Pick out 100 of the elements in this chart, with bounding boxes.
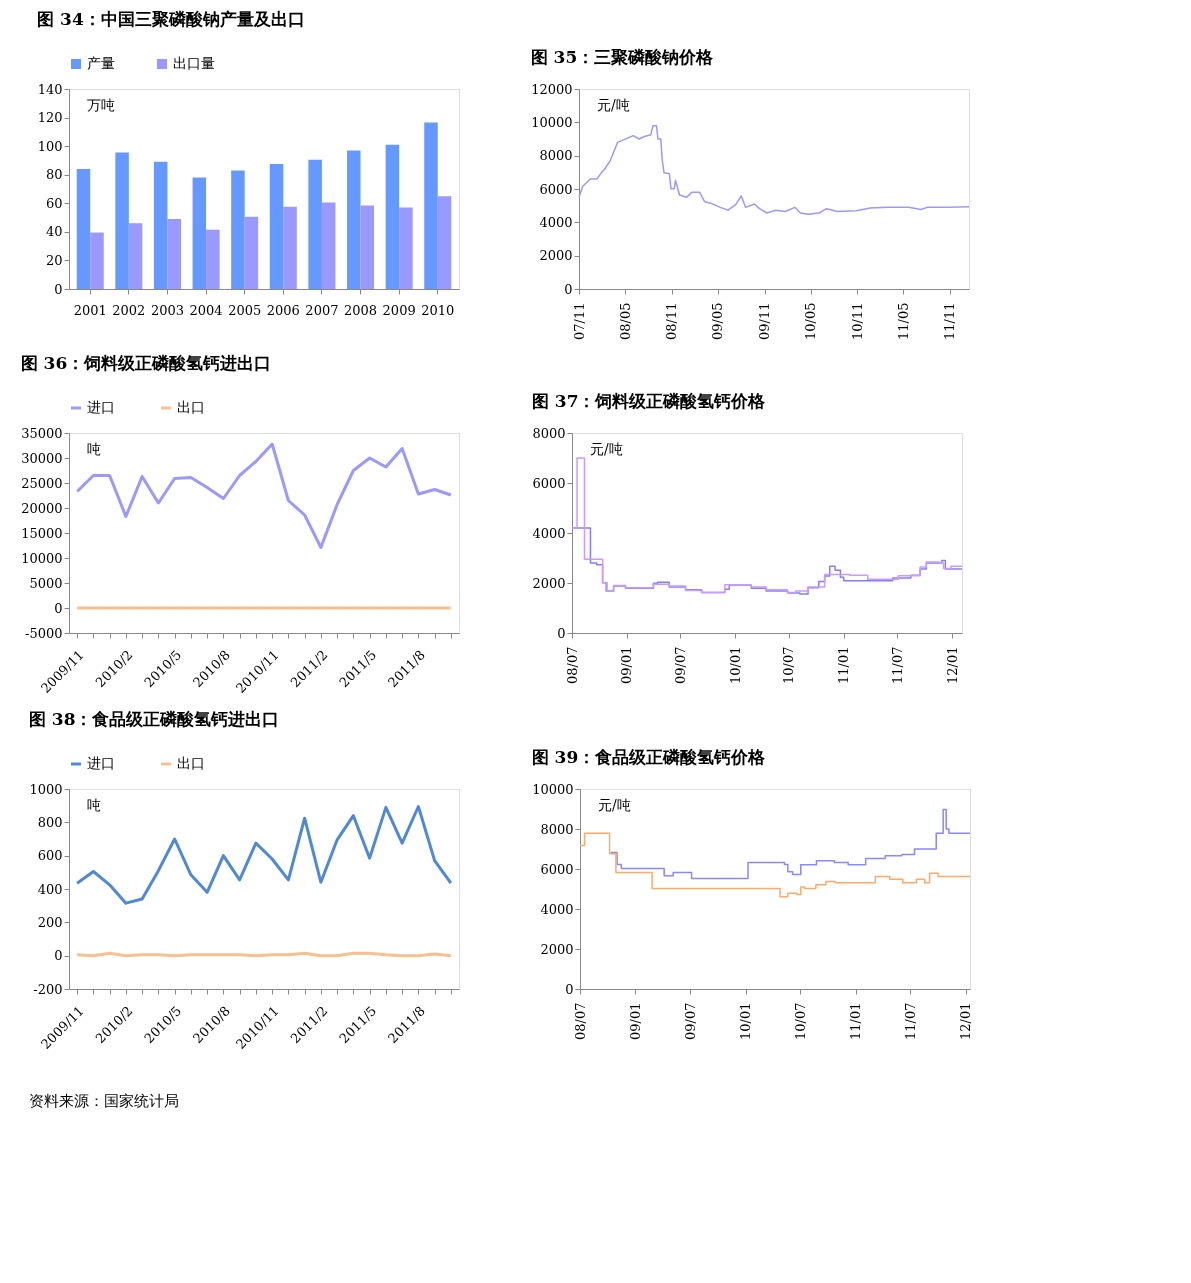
x-tick-label: 2007 bbox=[305, 302, 339, 318]
y-tick-label: 0 bbox=[565, 981, 574, 997]
chart-title: 图 38：食品级正磷酸氢钙进出口 bbox=[28, 709, 280, 729]
y-tick-label: 2000 bbox=[532, 575, 566, 591]
annotation: 元/吨 bbox=[598, 797, 631, 813]
y-tick-label: 8000 bbox=[540, 821, 574, 837]
bar bbox=[167, 219, 181, 289]
y-tick-label: 0 bbox=[54, 600, 63, 616]
y-tick-label: 2000 bbox=[540, 941, 574, 957]
bar bbox=[283, 206, 297, 289]
legend-label: 产量 bbox=[87, 55, 115, 71]
x-tick-label: 07/11 bbox=[571, 302, 587, 340]
chart-title: 图 39：食品级正磷酸氢钙价格 bbox=[531, 747, 767, 767]
bar bbox=[399, 207, 413, 289]
x-tick-label: 10/01 bbox=[727, 646, 743, 684]
line-series bbox=[578, 124, 970, 216]
x-tick-label: 12/01 bbox=[944, 646, 960, 684]
y-tick-label: 1000 bbox=[29, 781, 63, 797]
y-tick-label: 12000 bbox=[531, 81, 573, 97]
y-tick-label: 4000 bbox=[532, 525, 566, 541]
x-tick-label: 11/07 bbox=[890, 646, 905, 684]
x-tick-label: 2009 bbox=[382, 302, 416, 318]
x-tick-label: 09/01 bbox=[628, 1002, 643, 1040]
y-tick-label: 6000 bbox=[532, 475, 566, 491]
x-tick-label: 08/07 bbox=[564, 646, 580, 684]
y-tick-label: 60 bbox=[45, 195, 63, 211]
x-tick-label: 11/11 bbox=[942, 302, 958, 340]
legend-label: 出口量 bbox=[173, 55, 215, 71]
bar bbox=[360, 205, 375, 289]
y-tick-label: 0 bbox=[54, 948, 63, 964]
y-tick-label: 200 bbox=[37, 914, 63, 930]
bar bbox=[424, 122, 438, 289]
x-tick-label: 10/01 bbox=[738, 1002, 754, 1040]
y-tick-label: 80 bbox=[45, 167, 63, 183]
y-tick-label: 2000 bbox=[539, 248, 573, 264]
x-tick-label: 2005 bbox=[228, 302, 262, 318]
chart-title: 图 37：饲料级正磷酸氢钙价格 bbox=[531, 391, 767, 411]
bar bbox=[206, 229, 220, 289]
x-tick-label: 11/05 bbox=[895, 302, 911, 340]
x-tick-label: 11/07 bbox=[902, 1002, 918, 1040]
y-tick-label: 40 bbox=[45, 224, 63, 240]
annotation: 万吨 bbox=[87, 97, 115, 113]
chart-title: 图 34：中国三聚磷酸钠产量及出口 bbox=[37, 9, 305, 29]
legend-label: 出口 bbox=[177, 399, 205, 415]
y-tick-label: 25000 bbox=[21, 475, 63, 491]
y-tick-label: 30000 bbox=[21, 450, 63, 466]
bar bbox=[321, 202, 336, 289]
y-tick-label: 35000 bbox=[21, 425, 63, 441]
y-tick-label: 4000 bbox=[539, 214, 573, 230]
x-tick-label: 12/01 bbox=[958, 1002, 974, 1040]
chart-title: 图 36：饲料级正磷酸氢钙进出口 bbox=[20, 353, 272, 373]
annotation: 吨 bbox=[87, 441, 101, 457]
x-tick-label: 09/11 bbox=[757, 302, 773, 340]
y-tick-label: 140 bbox=[37, 81, 63, 97]
y-tick-label: 10000 bbox=[532, 781, 574, 797]
x-tick-label: 09/07 bbox=[682, 1002, 698, 1040]
legend-label: 进口 bbox=[87, 399, 115, 415]
bar bbox=[244, 216, 259, 289]
x-tick-label: 09/05 bbox=[710, 302, 726, 340]
y-tick-label: 400 bbox=[37, 881, 63, 897]
bar bbox=[128, 223, 143, 289]
text: 资料来源：国家统计局 bbox=[29, 1092, 179, 1110]
line-series bbox=[75, 442, 453, 549]
x-tick-label: 08/07 bbox=[572, 1002, 588, 1040]
y-tick-label: 8000 bbox=[532, 425, 566, 441]
y-tick-label: 100 bbox=[37, 138, 63, 154]
bar bbox=[153, 161, 168, 289]
y-tick-label: -200 bbox=[33, 981, 63, 997]
bar bbox=[269, 164, 284, 289]
bar bbox=[385, 144, 400, 289]
y-tick-label: 6000 bbox=[540, 861, 574, 877]
x-tick-label: 2008 bbox=[343, 302, 378, 318]
bar bbox=[90, 232, 104, 289]
y-tick-label: 8000 bbox=[539, 148, 573, 164]
y-tick-label: 0 bbox=[54, 281, 63, 297]
bar bbox=[308, 159, 322, 289]
y-tick-label: 6000 bbox=[539, 181, 573, 197]
y-tick-label: 5000 bbox=[29, 575, 63, 591]
bar bbox=[231, 170, 245, 289]
y-tick-label: 10000 bbox=[531, 114, 573, 130]
bar bbox=[437, 196, 452, 289]
x-tick-label: 11/01 bbox=[848, 1002, 864, 1040]
x-tick-label: 09/07 bbox=[673, 646, 688, 684]
x-tick-label: 2010 bbox=[421, 302, 455, 318]
x-tick-label: 10/11 bbox=[849, 302, 865, 340]
y-tick-label: 120 bbox=[37, 110, 63, 126]
x-tick-label: 2001 bbox=[73, 302, 107, 318]
y-tick-label: 20000 bbox=[21, 500, 63, 516]
x-tick-label: 11/01 bbox=[836, 646, 852, 684]
annotation: 元/吨 bbox=[590, 441, 623, 457]
annotation: 吨 bbox=[87, 797, 101, 813]
bar bbox=[192, 177, 207, 289]
x-tick-label: 2004 bbox=[189, 302, 223, 318]
y-tick-label: 10000 bbox=[21, 550, 63, 566]
x-tick-label: 2006 bbox=[266, 302, 300, 318]
x-tick-label: 2002 bbox=[112, 302, 146, 318]
x-tick-label: 10/07 bbox=[792, 1002, 808, 1040]
y-tick-label: 600 bbox=[37, 848, 63, 864]
x-tick-label: 10/05 bbox=[803, 302, 819, 340]
bar bbox=[347, 150, 361, 289]
